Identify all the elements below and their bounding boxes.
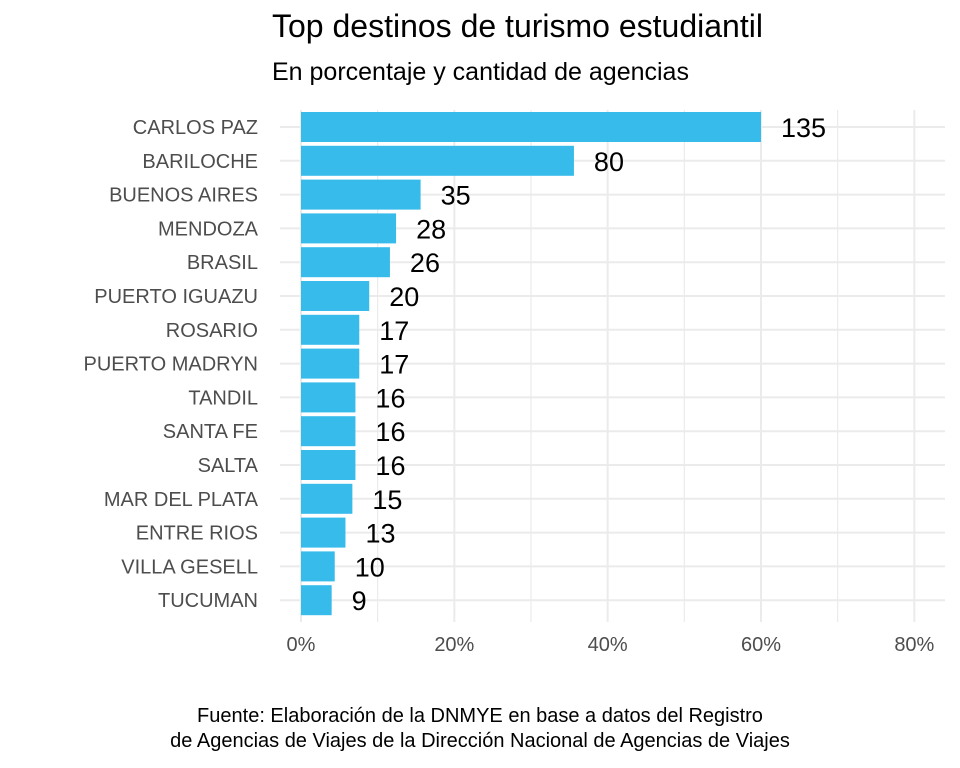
caption-line-1: Fuente: Elaboración de la DNMYE en base … [197, 705, 763, 727]
bar [301, 348, 360, 379]
data-label: 17 [379, 350, 409, 380]
bar [301, 517, 346, 548]
category-label: BARILOCHE [142, 151, 258, 173]
data-label: 20 [389, 282, 419, 312]
category-label: VILLA GESELL [121, 556, 258, 578]
category-label: ENTRE RIOS [136, 523, 258, 545]
bar [301, 145, 574, 176]
x-tick-label: 80% [894, 634, 934, 656]
bars [301, 112, 761, 616]
bar [301, 281, 370, 311]
x-tick-label: 20% [434, 634, 474, 656]
data-label: 16 [375, 383, 405, 413]
data-label: 80 [594, 147, 624, 177]
category-label: SALTA [198, 455, 259, 477]
data-label: 28 [416, 214, 446, 244]
chart-subtitle: En porcentaje y cantidad de agencias [272, 58, 689, 86]
chart-title: Top destinos de turismo estudiantil [272, 8, 763, 44]
category-label: PUERTO IGUAZU [94, 286, 258, 308]
bar [301, 382, 356, 413]
category-label: MAR DEL PLATA [104, 489, 259, 511]
data-label: 17 [379, 316, 409, 346]
category-label: TANDIL [188, 387, 258, 409]
bar [301, 112, 761, 142]
grid-lines [280, 110, 945, 622]
caption-line-2: de Agencias de Viajes de la Dirección Na… [170, 730, 790, 752]
bar [301, 416, 356, 447]
bar [301, 213, 397, 244]
data-label: 26 [410, 248, 440, 278]
category-label: SANTA FE [163, 421, 258, 443]
category-label: BUENOS AIRES [109, 185, 258, 207]
data-label: 16 [375, 417, 405, 447]
category-label: BRASIL [187, 252, 258, 274]
bar [301, 314, 360, 345]
bar [301, 450, 356, 480]
x-tick-label: 60% [741, 634, 781, 656]
bar [301, 179, 421, 210]
bar-chart: CARLOS PAZ 135 BARILOCHE 80 BUENOS AIRES 35 ME… [84, 110, 945, 656]
bar [301, 551, 335, 582]
labels: CARLOS PAZ 135 BARILOCHE 80 BUENOS AIRES 35 ME… [84, 113, 935, 656]
data-label: 16 [375, 451, 405, 481]
bar [301, 247, 390, 278]
chart-caption: Fuente: Elaboración de la DNMYE en base … [0, 704, 960, 754]
data-label: 35 [441, 181, 471, 211]
category-label: MENDOZA [158, 218, 259, 240]
x-tick-label: 40% [588, 634, 628, 656]
category-label: ROSARIO [166, 320, 258, 342]
bar [301, 483, 353, 514]
data-label: 9 [352, 586, 367, 616]
category-label: CARLOS PAZ [133, 117, 258, 139]
category-label: PUERTO MADRYN [84, 354, 258, 376]
bar [301, 585, 332, 616]
data-label: 10 [355, 552, 385, 582]
data-label: 135 [781, 113, 826, 143]
category-label: TUCUMAN [158, 590, 258, 612]
data-label: 15 [372, 485, 402, 515]
data-label: 13 [365, 519, 395, 549]
x-tick-label: 0% [287, 634, 316, 656]
